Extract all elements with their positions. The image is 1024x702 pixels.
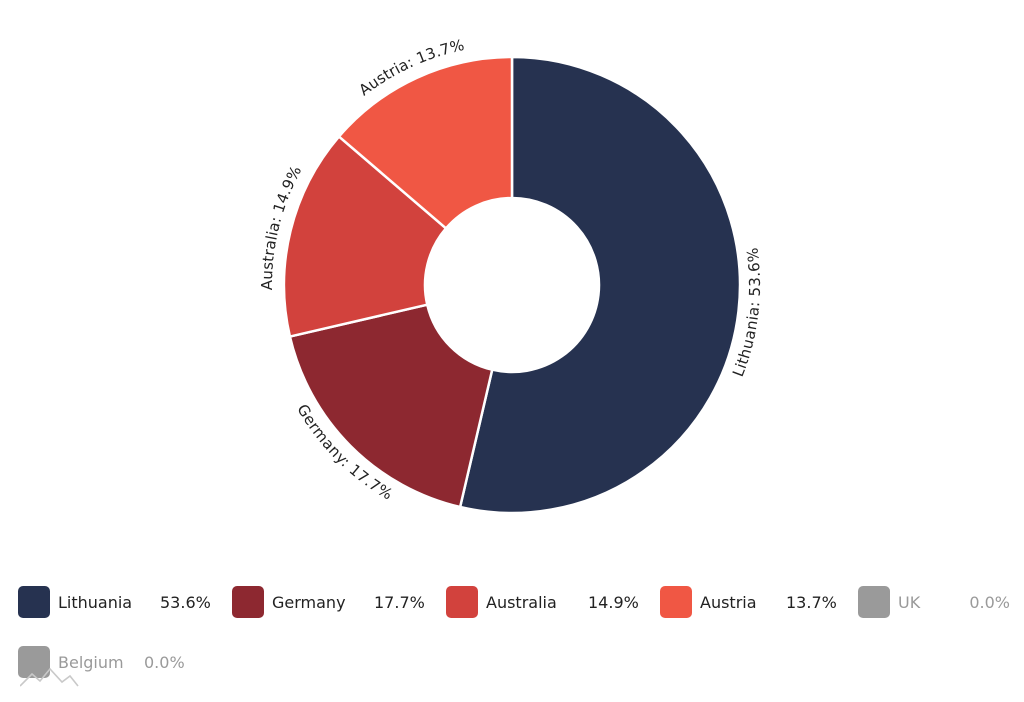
legend-swatch-lithuania bbox=[18, 586, 50, 618]
chart-legend: Lithuania 53.6% Germany 17.7% Australia … bbox=[18, 582, 1018, 702]
legend-swatch-austria bbox=[660, 586, 692, 618]
legend-value-lithuania: 53.6% bbox=[160, 592, 211, 612]
slice-germany[interactable] bbox=[288, 303, 494, 509]
donut-slices bbox=[282, 55, 742, 515]
legend-value-austria: 13.7% bbox=[786, 592, 837, 612]
slice-lithuania[interactable] bbox=[458, 55, 742, 515]
legend-value-uk: 0.0% bbox=[969, 592, 1010, 612]
legend-label-belgium: Belgium bbox=[58, 652, 124, 672]
legend-label-uk: UK bbox=[898, 592, 921, 612]
legend-swatch-australia bbox=[446, 586, 478, 618]
credit-logo-icon bbox=[20, 667, 79, 687]
legend-swatch-germany bbox=[232, 586, 264, 618]
legend-item-lithuania[interactable]: Lithuania 53.6% bbox=[18, 586, 211, 618]
legend-row-2: Belgium 0.0% bbox=[18, 642, 1018, 682]
donut-chart: Lithuania: 53.6%Germany: 17.7%Australia:… bbox=[258, 36, 764, 515]
legend-item-germany[interactable]: Germany 17.7% bbox=[232, 586, 425, 618]
legend-label-germany: Germany bbox=[272, 592, 346, 612]
legend-row-1: Lithuania 53.6% Germany 17.7% Australia … bbox=[18, 582, 1018, 622]
slice-australia[interactable] bbox=[282, 134, 448, 339]
legend-swatch-belgium bbox=[18, 646, 50, 678]
legend-item-uk[interactable]: UK 0.0% bbox=[858, 586, 1010, 618]
legend-item-belgium[interactable]: Belgium 0.0% bbox=[18, 646, 185, 678]
legend-label-lithuania: Lithuania bbox=[58, 592, 133, 612]
slice-austria[interactable] bbox=[337, 55, 514, 231]
legend-value-belgium: 0.0% bbox=[144, 652, 185, 672]
legend-item-australia[interactable]: Australia 14.9% bbox=[446, 586, 639, 618]
legend-label-australia: Australia bbox=[486, 592, 557, 612]
legend-swatch-uk bbox=[858, 586, 890, 618]
legend-value-germany: 17.7% bbox=[374, 592, 425, 612]
legend-item-austria[interactable]: Austria 13.7% bbox=[660, 586, 837, 618]
legend-label-austria: Austria bbox=[700, 592, 757, 612]
legend-value-australia: 14.9% bbox=[588, 592, 639, 612]
